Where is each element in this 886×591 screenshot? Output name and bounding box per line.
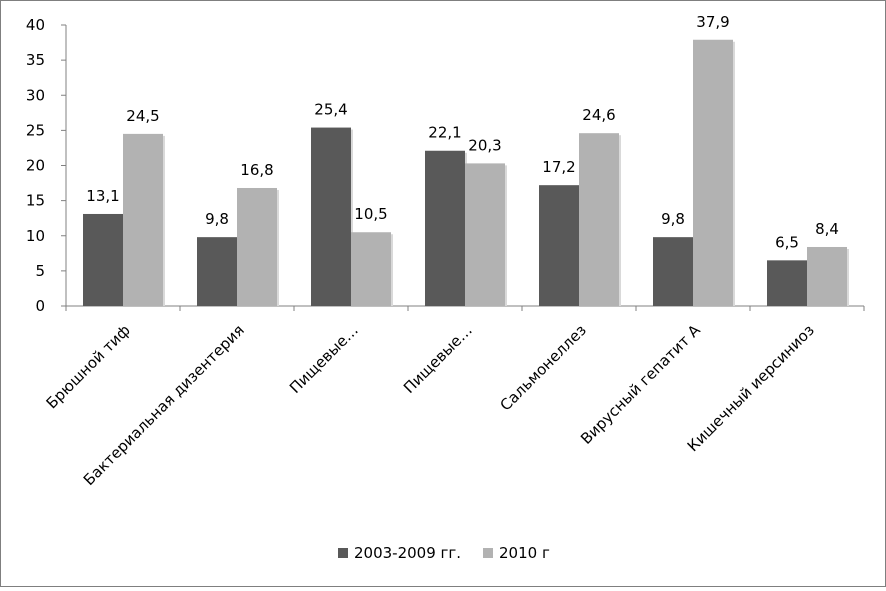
bar [767, 260, 807, 306]
legend-swatch [483, 548, 493, 558]
legend-swatch [338, 548, 348, 558]
category-label: Брюшной тиф [43, 321, 134, 412]
bar [693, 39, 733, 306]
bar [197, 237, 237, 306]
category-label: Вирусный гепатит А [577, 321, 704, 448]
data-label: 16,8 [240, 161, 273, 179]
data-label: 9,8 [661, 210, 685, 228]
data-label: 17,2 [542, 158, 575, 176]
bar [465, 163, 505, 306]
data-label: 8,4 [815, 220, 839, 238]
bar [311, 127, 351, 306]
legend-label: 2003-2009 гг. [354, 544, 461, 562]
y-tick-label: 0 [35, 297, 45, 315]
y-tick-label: 40 [26, 16, 45, 34]
data-label: 6,5 [775, 233, 799, 251]
bar [123, 133, 163, 306]
y-tick-label: 20 [26, 157, 45, 175]
bar [539, 185, 579, 306]
y-tick-label: 10 [26, 227, 45, 245]
bar [83, 213, 123, 306]
legend-label: 2010 г [499, 544, 550, 562]
data-label: 22,1 [428, 124, 461, 142]
data-label: 10,5 [354, 205, 387, 223]
category-label: Пищевые… [286, 321, 362, 397]
y-tick-label: 30 [26, 86, 45, 104]
data-label: 24,5 [126, 107, 159, 125]
legend: 2003-2009 гг. 2010 г [338, 544, 550, 562]
category-label: Сальмонеллез [496, 321, 589, 414]
data-label: 9,8 [205, 210, 229, 228]
bar [351, 232, 391, 306]
y-tick-label: 5 [35, 262, 45, 280]
data-label: 20,3 [468, 136, 501, 154]
category-label: Кишечный иерсиниоз [684, 321, 818, 455]
y-tick-label: 25 [26, 121, 45, 139]
y-tick-label: 35 [26, 51, 45, 69]
y-tick-label: 15 [26, 192, 45, 210]
bar [579, 133, 619, 306]
data-label: 37,9 [696, 13, 729, 31]
bar [425, 150, 465, 306]
data-label: 25,4 [314, 101, 347, 119]
data-label: 13,1 [86, 187, 119, 205]
category-label: Пищевые… [400, 321, 476, 397]
bars [83, 39, 849, 306]
bar [237, 187, 277, 306]
data-label: 24,6 [582, 106, 615, 124]
bar [653, 237, 693, 306]
bar [807, 246, 847, 306]
data-labels: 13,1 24,5 9,8 16,8 25,4 10,5 22,1 20,3 17,2 24,6 9… [86, 13, 839, 252]
